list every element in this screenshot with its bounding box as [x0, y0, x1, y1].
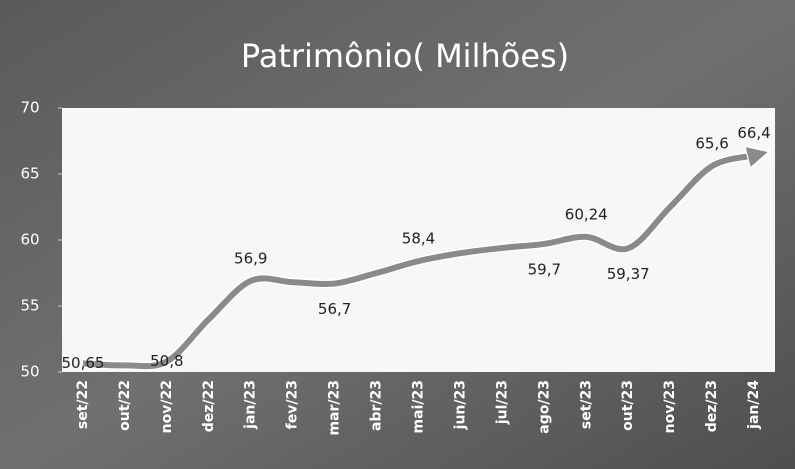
x-tick-label: set/22 [75, 380, 91, 429]
y-tick-label: 55 [20, 297, 39, 315]
x-tick-label: jul/23 [494, 380, 510, 425]
x-tick-label: jan/23 [243, 380, 259, 430]
plot-area [62, 108, 775, 372]
x-tick-label: dez/23 [704, 380, 720, 432]
x-tick-label: nov/23 [662, 380, 678, 433]
x-tick-label: out/22 [117, 380, 133, 431]
line [82, 156, 754, 370]
x-tick-label: dez/22 [201, 380, 217, 432]
data-label: 56,7 [318, 300, 351, 318]
data-label: 50,8 [150, 352, 183, 370]
y-tick-label: 50 [20, 363, 39, 381]
x-tick-label: nov/22 [159, 380, 175, 433]
data-label: 59,37 [607, 265, 650, 283]
y-tick-label: 65 [20, 165, 39, 183]
y-tick-label: 60 [20, 231, 39, 249]
x-tick-label: jun/23 [452, 380, 468, 430]
x-tick-label: mar/23 [327, 380, 343, 436]
data-label: 66,4 [737, 124, 770, 142]
x-tick-label: set/23 [578, 380, 594, 429]
data-label: 60,24 [565, 205, 608, 223]
data-label: 58,4 [402, 230, 435, 248]
x-tick-label: abr/23 [369, 380, 385, 431]
x-tick-label: ago/23 [536, 380, 552, 434]
data-label: 56,9 [234, 249, 267, 267]
data-label: 65,6 [695, 135, 728, 153]
x-tick-label: mai/23 [411, 380, 427, 433]
y-tick-label: 70 [20, 99, 39, 117]
chart-title: Patrimônio( Milhões) [241, 37, 569, 75]
data-label: 59,7 [528, 260, 561, 278]
x-tick-label: jan/24 [746, 380, 762, 430]
x-tick-label: fev/23 [285, 380, 301, 429]
data-label: 50,65 [61, 354, 104, 372]
x-tick-label: out/23 [620, 380, 636, 431]
